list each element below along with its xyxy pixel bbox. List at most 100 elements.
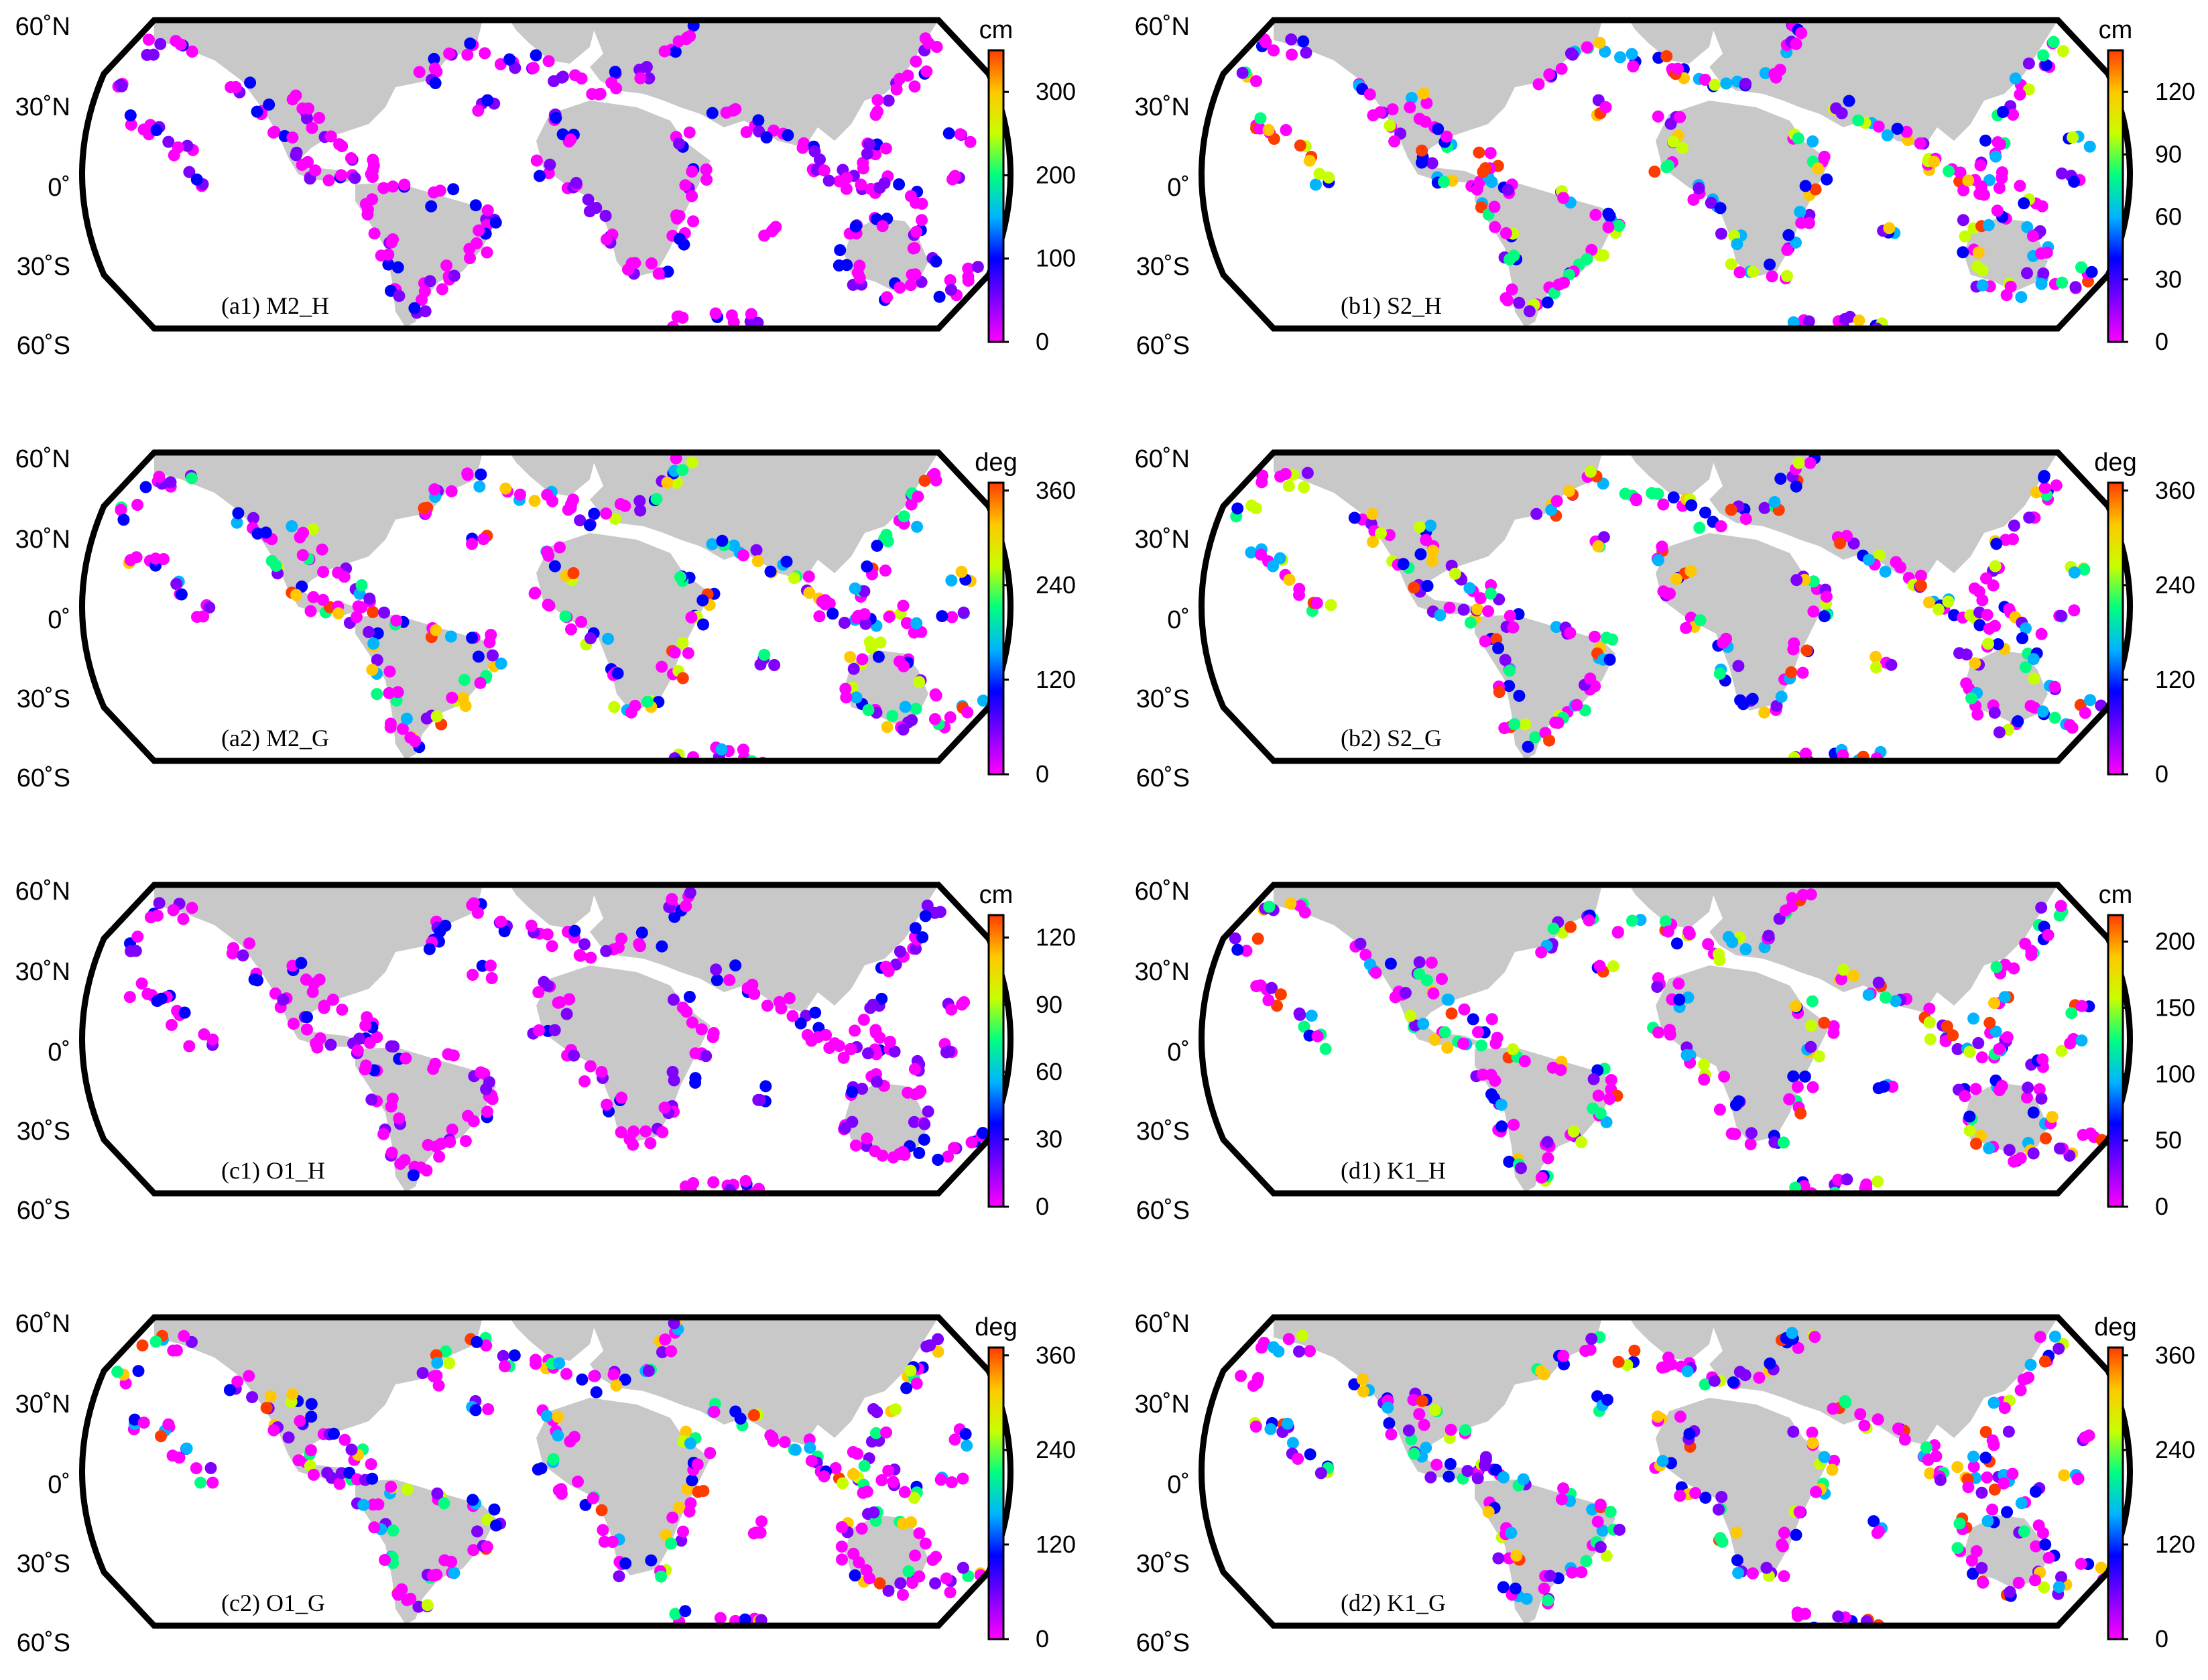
station-marker [1589, 630, 1601, 643]
station-marker [363, 592, 376, 605]
station-marker [871, 1075, 883, 1088]
latitude-label: 0˚ [1167, 1038, 1190, 1067]
station-marker [835, 1541, 848, 1553]
station-marker [1786, 1327, 1798, 1339]
station-marker [367, 606, 379, 618]
station-marker [1567, 1125, 1580, 1138]
station-marker [1790, 38, 1802, 50]
station-marker [1657, 498, 1670, 511]
station-marker [1426, 544, 1439, 557]
colorbar-tick-label: 120 [2155, 1531, 2195, 1558]
station-marker [1602, 207, 1615, 220]
station-marker [1583, 914, 1595, 926]
station-marker [1600, 1549, 1613, 1562]
station-marker [838, 617, 851, 629]
station-marker [640, 61, 653, 73]
station-marker [1515, 1162, 1527, 1175]
station-marker [1975, 1051, 1988, 1064]
station-marker [964, 135, 977, 148]
station-marker [1930, 1450, 1943, 1463]
station-marker [345, 152, 357, 164]
station-marker [1274, 470, 1286, 483]
station-marker [1535, 1365, 1548, 1378]
station-marker [1982, 638, 1994, 650]
station-marker [383, 665, 396, 678]
station-marker [700, 163, 713, 176]
station-marker [462, 1109, 475, 1122]
station-marker [1832, 1610, 1845, 1623]
station-marker [1440, 130, 1453, 143]
station-marker [191, 611, 203, 623]
station-marker [1990, 961, 2003, 973]
station-marker [1794, 1107, 1807, 1120]
station-marker [680, 1006, 693, 1018]
station-marker [796, 141, 809, 154]
latitude-label: 30˚N [1135, 1390, 1190, 1419]
station-marker [1990, 538, 2003, 550]
station-marker [565, 623, 577, 636]
station-marker [393, 1112, 406, 1125]
station-marker [1384, 119, 1396, 132]
station-marker [2000, 289, 2013, 302]
station-marker [1402, 1424, 1415, 1437]
station-marker [858, 1459, 871, 1472]
station-marker [1467, 1013, 1479, 1026]
station-marker [856, 653, 869, 666]
station-marker [1472, 1026, 1484, 1038]
station-marker [1787, 1070, 1800, 1083]
station-marker [444, 630, 457, 643]
station-marker [1880, 992, 1892, 1004]
station-marker [1806, 1437, 1819, 1449]
station-marker [529, 587, 542, 599]
latitude-label: 30˚S [1136, 1118, 1190, 1146]
station-marker [942, 127, 955, 139]
station-marker [1746, 693, 1759, 705]
station-marker [162, 135, 175, 148]
station-marker [247, 512, 259, 524]
station-marker [1812, 162, 1825, 175]
station-marker [1495, 1120, 1508, 1133]
station-marker [413, 66, 426, 78]
station-marker [1745, 1127, 1758, 1140]
station-marker [1581, 41, 1593, 54]
station-marker [1804, 1040, 1817, 1053]
station-marker [1670, 937, 1683, 950]
station-marker [1565, 920, 1577, 933]
station-marker [910, 943, 922, 955]
station-marker [155, 1430, 167, 1443]
station-marker [1264, 1423, 1277, 1435]
station-marker [627, 1138, 639, 1151]
station-marker [820, 1028, 833, 1041]
station-marker [615, 1126, 627, 1138]
station-marker [910, 225, 923, 238]
station-marker [2036, 1053, 2049, 1066]
station-marker [568, 924, 581, 937]
station-marker [897, 599, 910, 612]
station-marker [1951, 1542, 1964, 1555]
station-marker [1983, 174, 1996, 186]
station-marker [1281, 1417, 1294, 1430]
station-marker [958, 996, 971, 1008]
station-marker [423, 943, 436, 955]
colorbar-tick-label: 30 [2155, 265, 2182, 293]
station-marker [1988, 997, 2000, 1010]
station-marker [1781, 269, 1793, 282]
station-marker [1744, 1138, 1757, 1150]
station-marker [585, 1060, 597, 1073]
station-marker [709, 307, 722, 320]
station-marker [229, 80, 242, 93]
station-marker [407, 1169, 420, 1181]
station-marker [844, 651, 857, 663]
station-marker [1804, 457, 1817, 469]
station-marker [839, 1122, 851, 1134]
station-marker [567, 567, 580, 579]
station-marker [1566, 1566, 1579, 1579]
station-marker [1603, 654, 1616, 666]
station-marker [680, 900, 692, 912]
station-marker [948, 1142, 960, 1154]
station-marker [1715, 227, 1727, 240]
station-marker [610, 82, 623, 95]
station-marker [789, 1443, 802, 1456]
